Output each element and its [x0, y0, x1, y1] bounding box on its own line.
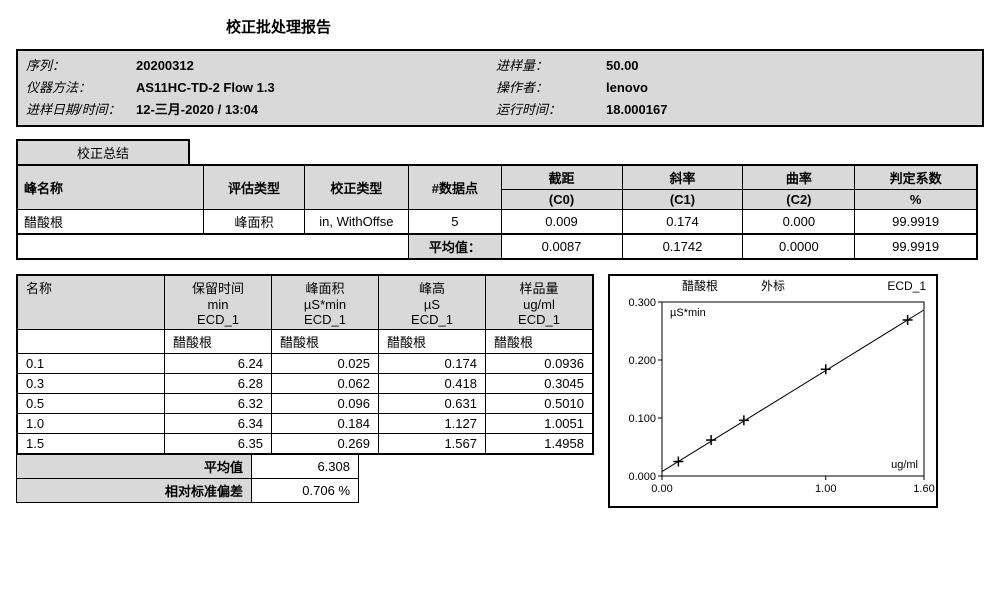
col-r2-sub: %: [855, 190, 977, 210]
avg-c1: 0.1742: [622, 234, 743, 259]
report-title: 校正批处理报告: [226, 16, 984, 37]
col-area: 峰面积 µS*min ECD_1: [272, 275, 379, 330]
summary-badge: 校正总结: [16, 139, 190, 166]
cell-c2: 0.000: [743, 210, 855, 235]
svg-text:1.60: 1.60: [913, 483, 934, 495]
avg-label: 平均值：: [409, 234, 501, 259]
cell-c1: 0.174: [622, 210, 743, 235]
table-row: 0.16.240.0250.1740.0936: [17, 354, 593, 374]
rsd-label: 相对标准偏差: [17, 479, 252, 503]
datetime-value: 12-三月-2020 / 13:04: [136, 99, 496, 121]
data-table: 名称 保留时间 min ECD_1 峰面积 µS*min ECD_1 峰高 µS…: [16, 274, 594, 455]
compound-cell: 醋酸根: [165, 330, 272, 354]
col-amount: 样品量 ug/ml ECD_1: [486, 275, 594, 330]
cell-eval: 峰面积: [204, 210, 304, 235]
chart-svg: 醋酸根 外标 ECD_1 0.000 0.100 0.200 0.300 0.00 1.00 1.…: [610, 276, 936, 506]
method-value: AS11HC-TD-2 Flow 1.3: [136, 77, 496, 99]
svg-text:µS*min: µS*min: [670, 307, 706, 319]
op-label: 操作者：: [496, 77, 606, 99]
svg-text:0.000: 0.000: [628, 471, 656, 483]
op-value: lenovo: [606, 77, 648, 99]
datetime-label: 进样日期/时间：: [26, 99, 136, 121]
cell-points: 5: [409, 210, 501, 235]
calibration-chart: 醋酸根 外标 ECD_1 0.000 0.100 0.200 0.300 0.00 1.00 1.…: [608, 274, 938, 508]
col-r2: 判定系数: [855, 165, 977, 190]
rsd-value: 0.706 %: [252, 479, 359, 503]
avg-r2: 99.9919: [855, 234, 977, 259]
compound-cell: 醋酸根: [272, 330, 379, 354]
svg-text:ug/ml: ug/ml: [891, 459, 918, 471]
col-name: 名称: [17, 275, 165, 330]
runtime-value: 18.000167: [606, 99, 667, 121]
col-rt: 保留时间 min ECD_1: [165, 275, 272, 330]
col-c2: 曲率: [743, 165, 855, 190]
col-c1: 斜率: [622, 165, 743, 190]
compound-cell: [17, 330, 165, 354]
inj-value: 50.00: [606, 55, 639, 77]
table-row: 0.56.320.0960.6310.5010: [17, 394, 593, 414]
col-peak-name: 峰名称: [17, 165, 204, 210]
data-section: 名称 保留时间 min ECD_1 峰面积 µS*min ECD_1 峰高 µS…: [16, 274, 594, 503]
col-points: #数据点: [409, 165, 501, 210]
compound-cell: 醋酸根: [379, 330, 486, 354]
avg-rt-value: 6.308: [252, 455, 359, 479]
col-height: 峰高 µS ECD_1: [379, 275, 486, 330]
col-c0-sub: (C0): [501, 190, 622, 210]
seq-value: 20200312: [136, 55, 496, 77]
col-caltype: 校正类型: [304, 165, 408, 210]
cell-caltype: in, WithOffse: [304, 210, 408, 235]
cell-c0: 0.009: [501, 210, 622, 235]
seq-label: 序列：: [26, 55, 136, 77]
svg-text:外标: 外标: [761, 279, 785, 293]
info-panel: 序列： 20200312 进样量： 50.00 仪器方法： AS11HC-TD-…: [16, 49, 984, 127]
compound-cell: 醋酸根: [486, 330, 594, 354]
col-c2-sub: (C2): [743, 190, 855, 210]
svg-text:0.200: 0.200: [628, 355, 656, 367]
calibration-summary: 校正总结 峰名称 评估类型 校正类型 #数据点 截距 斜率 曲率 判定系数 (C…: [16, 139, 984, 260]
calibration-table: 峰名称 评估类型 校正类型 #数据点 截距 斜率 曲率 判定系数 (C0) (C…: [16, 164, 978, 260]
table-row: 1.56.350.2691.5671.4958: [17, 434, 593, 455]
svg-text:0.00: 0.00: [651, 483, 672, 495]
cell-r2: 99.9919: [855, 210, 977, 235]
col-eval: 评估类型: [204, 165, 304, 210]
runtime-label: 运行时间：: [496, 99, 606, 121]
col-c0: 截距: [501, 165, 622, 190]
avg-rt-label: 平均值: [17, 455, 252, 479]
table-row: 1.06.340.1841.1271.0051: [17, 414, 593, 434]
svg-text:醋酸根: 醋酸根: [682, 278, 718, 293]
inj-label: 进样量：: [496, 55, 606, 77]
stats-table: 平均值 6.308 相对标准偏差 0.706 %: [16, 454, 359, 503]
table-row: 0.36.280.0620.4180.3045: [17, 374, 593, 394]
avg-c0: 0.0087: [501, 234, 622, 259]
avg-c2: 0.0000: [743, 234, 855, 259]
svg-text:1.00: 1.00: [815, 483, 836, 495]
svg-text:0.100: 0.100: [628, 413, 656, 425]
svg-text:ECD_1: ECD_1: [887, 279, 926, 293]
svg-text:0.300: 0.300: [628, 297, 656, 309]
col-c1-sub: (C1): [622, 190, 743, 210]
cell-name: 醋酸根: [17, 210, 204, 235]
method-label: 仪器方法：: [26, 77, 136, 99]
